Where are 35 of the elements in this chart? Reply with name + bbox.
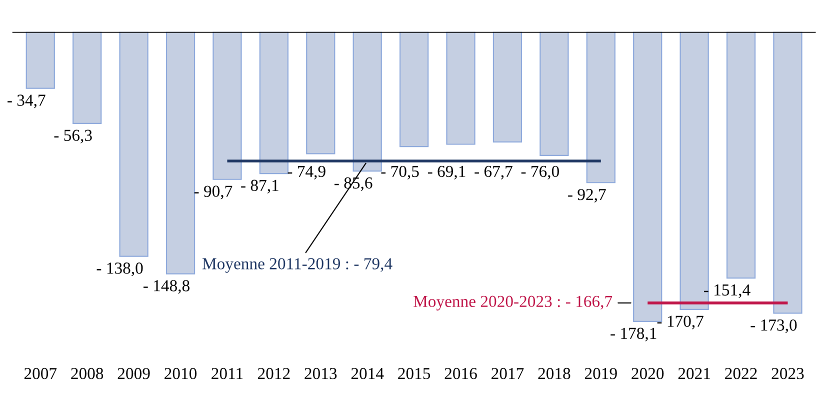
data-label: - 74,9 [288, 166, 326, 180]
x-tick-label: 2014 [351, 368, 384, 380]
x-tick-label: 2008 [71, 368, 104, 380]
x-tick-label: 2007 [24, 368, 57, 380]
x-tick-label: 2013 [304, 368, 337, 380]
x-tick-label: 2022 [725, 368, 757, 380]
x-tick-label: 2015 [398, 368, 430, 380]
x-tick-label: 2011 [212, 368, 243, 380]
text: Moyenne 2020-2023 : - 166,7 [414, 296, 612, 310]
x-tick-label: 2018 [538, 368, 570, 380]
x-tick-label: 2012 [258, 368, 290, 380]
data-label: - 76,0 [521, 166, 559, 180]
data-label: - 90,7 [194, 186, 232, 200]
text: Moyenne 2011-2019 : - 79,4 [202, 258, 392, 273]
x-tick-label: 2010 [164, 368, 197, 380]
data-label: - 34,7 [8, 94, 46, 108]
data-label: - 92,7 [568, 188, 606, 203]
data-label: - 70,5 [381, 166, 419, 180]
x-tick-label: 2021 [678, 368, 710, 380]
x-tick-label: 2019 [584, 368, 617, 380]
data-label: - 148,8 [144, 280, 190, 294]
data-label: - 178,1 [610, 328, 656, 342]
x-tick-label: 2023 [772, 368, 804, 380]
data-label: - 173,0 [750, 319, 797, 334]
x-tick-label: 2009 [118, 368, 150, 380]
data-label: - 69,1 [428, 166, 466, 180]
data-label: - 151,4 [704, 284, 750, 298]
data-label: - 138,0 [96, 262, 143, 276]
x-tick-label: 2020 [632, 368, 664, 380]
x-tick-label: 2017 [492, 368, 524, 380]
data-label: - 87,1 [241, 180, 278, 194]
data-label: - 56,3 [54, 130, 92, 144]
data-label: - 170,7 [657, 316, 704, 330]
data-label: - 67,7 [474, 166, 512, 180]
x-tick-label: 2016 [444, 368, 477, 380]
